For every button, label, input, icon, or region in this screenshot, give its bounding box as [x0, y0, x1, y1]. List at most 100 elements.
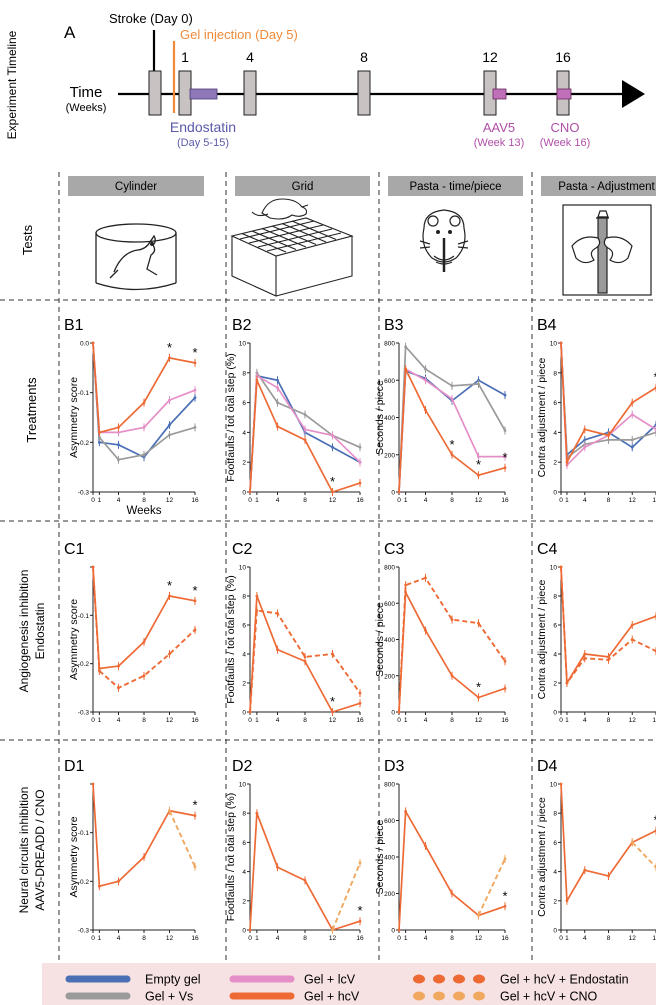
data-point-hcv — [255, 594, 259, 598]
y-tick-label: 8 — [242, 811, 246, 818]
data-point-hcv — [358, 919, 362, 923]
panel-label-a: A — [64, 23, 76, 42]
data-point-hcv — [450, 674, 454, 678]
y-axis-label: Seconds / piece — [374, 819, 386, 894]
x-tick-label: 4 — [424, 717, 428, 724]
x-tick-label: 8 — [142, 717, 146, 724]
data-point-vs — [303, 413, 307, 416]
data-point-hcv — [91, 782, 95, 786]
data-point-hcv — [193, 361, 197, 365]
x-tick-label: 16 — [652, 497, 656, 504]
data-point-lcv — [358, 460, 362, 464]
data-point-endo — [168, 652, 171, 656]
significance-star: * — [192, 798, 197, 813]
y-tick-label: -0.2 — [78, 661, 90, 668]
y-tick-label: 0 — [391, 710, 395, 717]
x-tick-label: 12 — [166, 935, 174, 942]
data-point-endo — [607, 658, 610, 662]
significance-star: * — [330, 474, 335, 489]
x-tick-label: 4 — [276, 717, 280, 724]
x-tick-label: 16 — [356, 717, 364, 724]
data-point-hcv — [276, 648, 279, 652]
panel-label: C2 — [232, 541, 253, 558]
x-tick-label: 16 — [501, 935, 509, 942]
data-point-hcv — [97, 884, 101, 888]
x-tick-label: 0 — [91, 497, 95, 504]
data-point-lcv — [303, 428, 307, 431]
dashed-separators — [0, 172, 656, 962]
test-header-bg — [68, 176, 204, 196]
data-point-endo — [424, 576, 427, 580]
data-point-hcv — [503, 466, 507, 470]
x-tick-label: 8 — [303, 935, 307, 942]
data-point-endo — [404, 583, 408, 587]
data-point-empty — [117, 443, 120, 447]
legend-label: Gel + hcV — [304, 990, 360, 1004]
x-tick-label: 16 — [191, 497, 199, 504]
significance-star: * — [330, 694, 335, 709]
data-point-endo — [630, 638, 634, 641]
panel-label: D3 — [384, 758, 405, 775]
legend-swatch — [433, 991, 445, 1001]
x-tick-label: 4 — [424, 497, 428, 504]
significance-star: * — [449, 437, 454, 452]
data-point-hcv — [276, 425, 279, 428]
y-tick-label: 2 — [553, 898, 557, 905]
x-tick-label: 16 — [191, 935, 199, 942]
data-point-vs — [358, 445, 362, 449]
x-tick-label: 0 — [397, 935, 401, 942]
x-tick-label: 12 — [166, 717, 174, 724]
data-point-lcv — [331, 433, 334, 437]
data-point-hcv — [303, 659, 307, 663]
y-tick-label: 400 — [384, 415, 395, 422]
data-point-cno — [503, 857, 507, 861]
y-axis-label: Footfaults / tot otal step (%) — [225, 793, 237, 921]
x-tick-label: 16 — [501, 497, 509, 504]
y-tick-label: 6 — [553, 623, 557, 630]
time-label: Time — [70, 84, 103, 101]
timeline-tick-label: 8 — [360, 49, 368, 65]
y-axis-label: Contra adjustment / piece — [536, 797, 548, 917]
x-tick-label: 12 — [329, 935, 337, 942]
data-point-endo — [97, 669, 101, 673]
x-tick-label: 12 — [475, 497, 483, 504]
x-tick-label: 4 — [583, 717, 587, 724]
data-point-hcv — [607, 433, 610, 437]
data-point-endo — [503, 659, 507, 663]
data-point-vs — [424, 367, 427, 371]
x-tick-label: 16 — [356, 497, 364, 504]
significance-star: * — [357, 903, 362, 918]
data-point-hcv — [303, 878, 307, 882]
x-tick-label: 12 — [329, 717, 337, 724]
data-point-endo — [397, 710, 401, 714]
test-header-bg — [235, 176, 370, 196]
x-tick-label: 1 — [565, 717, 569, 724]
test-header-bg — [541, 176, 656, 196]
y-tick-label: 10 — [550, 782, 558, 789]
x-tick-label: 8 — [142, 497, 146, 504]
y-tick-label: 6 — [242, 840, 246, 847]
significance-star: * — [653, 813, 656, 828]
y-tick-label: -0.3 — [78, 710, 90, 717]
series-line-hcv — [398, 810, 506, 931]
data-point-lcv — [503, 455, 507, 459]
y-tick-label: 8 — [242, 370, 246, 377]
data-point-hcv — [404, 367, 408, 371]
series-line-endo — [92, 566, 196, 689]
x-tick-label: 12 — [166, 497, 174, 504]
legend-swatch — [413, 974, 425, 984]
y-tick-label: 2 — [242, 460, 246, 467]
series-line-hcv — [92, 783, 196, 888]
panel-label: B4 — [537, 317, 557, 334]
y-tick-label: -0.1 — [78, 390, 90, 397]
data-point-cno — [477, 914, 480, 917]
panel-label: C4 — [537, 541, 558, 558]
data-point-endo — [477, 621, 480, 625]
significance-star: * — [653, 370, 656, 385]
series-line-cno — [631, 841, 656, 868]
y-tick-label: 8 — [553, 811, 557, 818]
data-point-endo — [255, 609, 259, 612]
data-point-vs — [276, 401, 279, 404]
